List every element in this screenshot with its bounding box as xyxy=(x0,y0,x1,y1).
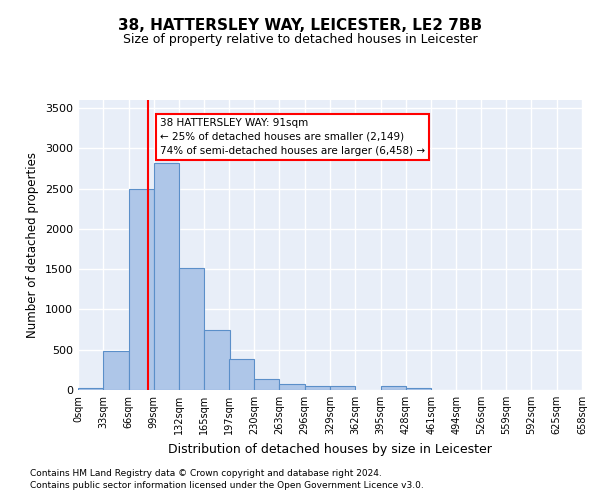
Bar xyxy=(380,386,406,390)
Bar xyxy=(305,386,330,390)
Bar xyxy=(78,388,103,390)
Text: 38 HATTERSLEY WAY: 91sqm
← 25% of detached houses are smaller (2,149)
74% of sem: 38 HATTERSLEY WAY: 91sqm ← 25% of detach… xyxy=(160,118,425,156)
Bar xyxy=(254,378,280,390)
Text: 38, HATTERSLEY WAY, LEICESTER, LE2 7BB: 38, HATTERSLEY WAY, LEICESTER, LE2 7BB xyxy=(118,18,482,32)
Bar xyxy=(103,352,128,390)
Text: Size of property relative to detached houses in Leicester: Size of property relative to detached ho… xyxy=(122,32,478,46)
Bar xyxy=(128,188,154,390)
Text: Contains HM Land Registry data © Crown copyright and database right 2024.: Contains HM Land Registry data © Crown c… xyxy=(30,468,382,477)
X-axis label: Distribution of detached houses by size in Leicester: Distribution of detached houses by size … xyxy=(168,442,492,456)
Bar xyxy=(205,330,230,390)
Bar xyxy=(406,388,431,390)
Bar xyxy=(229,360,254,390)
Y-axis label: Number of detached properties: Number of detached properties xyxy=(26,152,40,338)
Bar xyxy=(154,163,179,390)
Text: Contains public sector information licensed under the Open Government Licence v3: Contains public sector information licen… xyxy=(30,481,424,490)
Bar xyxy=(280,384,305,390)
Bar xyxy=(330,386,355,390)
Bar xyxy=(179,268,205,390)
